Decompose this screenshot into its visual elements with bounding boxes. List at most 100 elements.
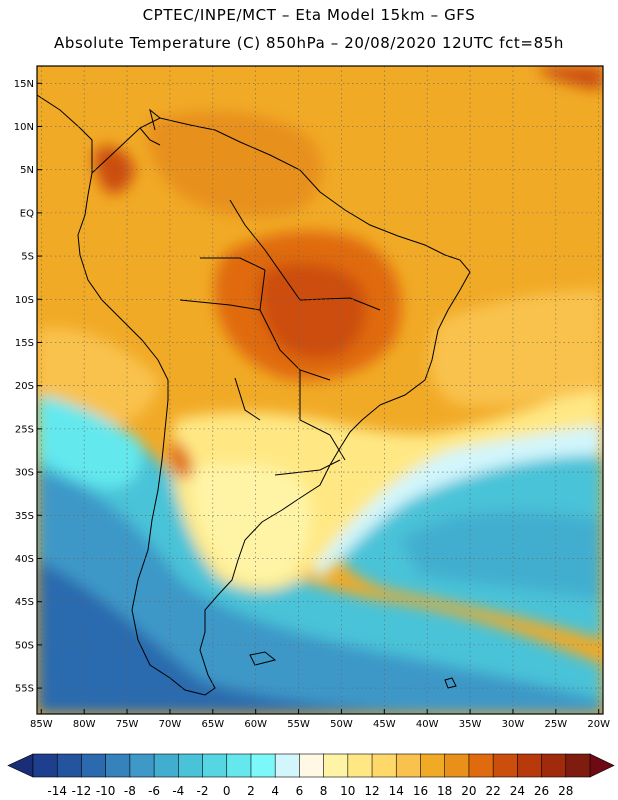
colorbar-swatch [250,753,276,778]
colorbar-swatch [371,753,397,778]
colorbar-swatch [105,753,131,778]
colorbar-label: 14 [389,784,404,798]
colorbar-label: -6 [148,784,160,798]
pacific-cool [37,395,142,488]
lat-label: 5S [21,252,34,263]
colorbar-label: 4 [271,784,279,798]
colorbar-swatch [517,753,543,778]
colorbar-label: 26 [534,784,549,798]
lat-label: 35S [15,511,34,522]
colorbar-label: 6 [296,784,304,798]
colorbar-label: 8 [320,784,328,798]
colorbar-label: -14 [47,784,67,798]
colorbar-label: -2 [197,784,209,798]
colorbar-swatch [323,753,349,778]
colorbar-swatch [299,753,325,778]
title-line-1: CPTEC/INPE/MCT – Eta Model 15km – GFS [142,6,476,24]
colorbar-swatch [32,753,58,778]
colorbar-label: 22 [485,784,500,798]
lat-label: 50S [15,640,34,651]
light-yellow [190,463,311,583]
colorbar-label: -10 [96,784,116,798]
lat-label: 45S [15,597,34,608]
cold-band-blue [37,470,603,714]
colorbar-swatch [226,753,252,778]
country-borders [179,199,381,476]
hottest-core [258,263,366,359]
lat-label: 10N [14,122,34,133]
colorbar-label: -4 [172,784,184,798]
lon-label: 35W [459,719,482,730]
lat-label: EQ [20,208,34,219]
colorbar-over-arrow [589,753,615,778]
south-america-outline [77,117,471,696]
colorbar-swatch [153,753,180,778]
lat-label: 30S [15,468,34,479]
lon-label: 70W [159,719,182,730]
lat-label: 15N [14,79,34,90]
colorbar-label: 10 [340,784,355,798]
colorbar-swatch [492,753,519,778]
map-frame [36,65,604,715]
latitude-labels: 15N 10N 5N EQ 5S 10S 15S 20S 25S 30S 35S 40S 45S 50S 5… [14,79,42,695]
temperature-field [37,66,603,714]
colorbar-swatch [347,753,373,778]
lat-label: 25S [15,424,34,435]
colorbar-swatch [129,753,155,778]
gridlines [37,66,603,714]
colorbar-swatch [81,753,107,778]
north-warm [146,111,323,218]
cold-band-deep [37,560,440,714]
lon-label: 65W [201,719,224,730]
colorbar-swatch [565,753,591,778]
atlantic-warm [429,290,603,407]
lon-label: 45W [373,719,396,730]
colorbar-label: 20 [461,784,476,798]
lat-label: 10S [15,295,34,306]
lon-label: 55W [287,719,310,730]
lon-label: 85W [30,719,53,730]
caribbean-field [40,74,250,112]
colorbar-label: 2 [247,784,255,798]
colorbar-label: 0 [223,784,231,798]
colorbar: -14 -12 -10 -8 -6 -4 -2 0 2 4 6 8 10 12 14 16 18 20 22 24 26… [7,753,615,798]
andes-hot-spot [170,440,193,479]
north-hot-spot [93,146,135,194]
lat-label: 20S [15,381,34,392]
colorbar-under-arrow [7,753,34,778]
lon-label: 50W [330,719,353,730]
islands [249,651,457,689]
lat-label: 55S [15,684,34,695]
colorbar-label: 24 [510,784,525,798]
colorbar-swatch [56,753,83,778]
colorbar-label: -12 [72,784,92,798]
ocean-cold-core [400,511,603,600]
colorbar-label: 16 [413,784,428,798]
colorbar-label: -8 [124,784,136,798]
pacific-warm [37,328,160,424]
colorbar-swatch [444,753,470,778]
colorbar-swatch [395,753,422,778]
colorbar-swatch [274,753,301,778]
colorbar-label: 18 [437,784,452,798]
central-america-outline [37,94,93,173]
caribbean-coast [139,108,161,146]
lon-label: 80W [73,719,96,730]
lon-label: 75W [116,719,139,730]
colorbar-swatch [541,753,567,778]
colorbar-swatch [420,753,446,778]
lon-label: 30W [502,719,525,730]
lat-label: 15S [15,338,34,349]
colorbar-swatch [202,753,228,778]
coastlines [37,94,471,696]
colorbar-swatch [468,753,494,778]
longitude-labels: 85W 80W 75W 70W 65W 60W 55W 50W 45W 40W 35W 30W 25W 2… [30,709,610,730]
lat-label: 5N [20,165,34,176]
lon-label: 20W [587,719,610,730]
lat-label: 40S [15,554,34,565]
colorbar-label: 12 [364,784,379,798]
colorbar-label: 28 [558,784,573,798]
colorbar-swatch [178,753,204,778]
lon-label: 40W [416,719,439,730]
